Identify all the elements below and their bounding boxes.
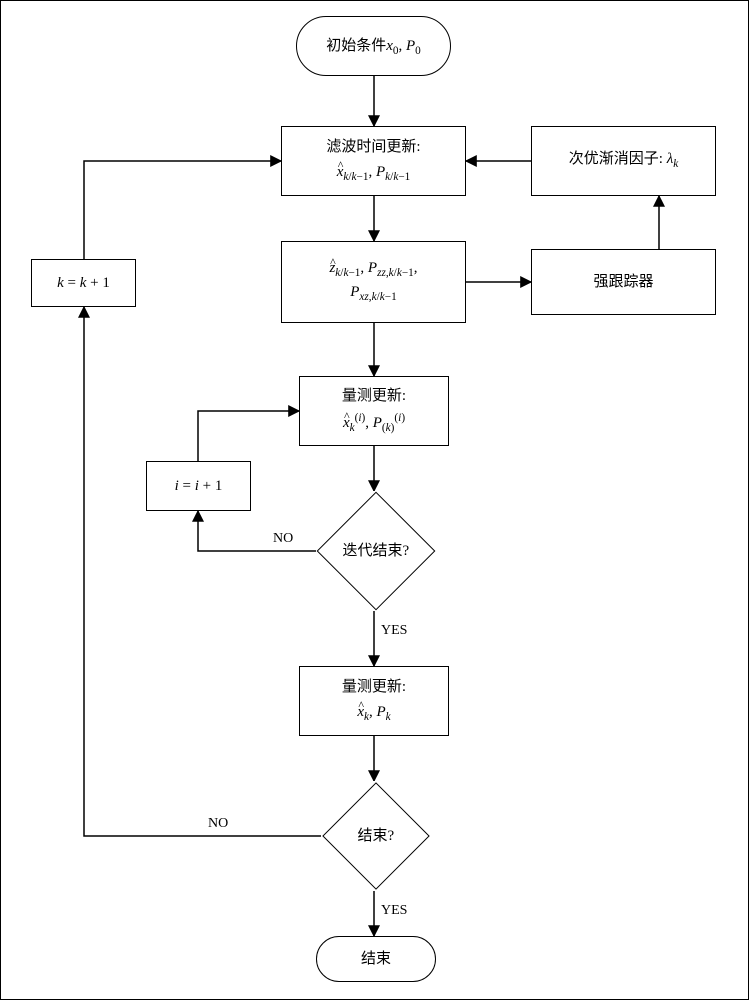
node-meas_update_i: 量测更新: xk(i), P(k)(i) [299, 376, 449, 446]
edge-label-no2: NO [206, 816, 230, 832]
node-formula-start: x0, P0 [386, 36, 421, 60]
node-title-start: 初始条件 [326, 36, 386, 57]
diamond-end_q: 结束? [322, 782, 429, 889]
node-formula-meas_update_i: xk(i), P(k)(i) [343, 411, 405, 437]
edge-label-yes2: YES [379, 903, 409, 919]
edge-11 [198, 411, 299, 461]
node-time_update: 滤波时间更新: xk/k−1, Pk/k−1 [281, 126, 466, 196]
node-text-end_q: 结束? [358, 825, 395, 846]
edge-13 [84, 161, 281, 259]
edge-label-yes1: YES [379, 623, 409, 639]
node-formula-tracker: 强跟踪器 [593, 272, 653, 293]
edge-10 [198, 511, 316, 551]
node-inc_k: k = k + 1 [31, 259, 136, 307]
edge-12 [84, 307, 321, 836]
node-end: 结束 [316, 936, 436, 982]
node-tracker: 强跟踪器 [531, 249, 716, 315]
edge-label-no1: NO [271, 531, 295, 547]
node-text-iter_done: 迭代结束? [343, 540, 410, 561]
node-formula-meas_update_k: xk, Pk [357, 702, 390, 726]
node-title-time_update: 滤波时间更新: [326, 137, 420, 158]
node-inc_i: i = i + 1 [146, 461, 251, 511]
node-formula-predict_cov: zk/k−1, Pzz,k/k−1,Pxz,k/k−1 [329, 258, 417, 306]
node-formula-inc_k: k = k + 1 [57, 273, 110, 294]
diamond-iter_done: 迭代结束? [317, 492, 436, 611]
node-formula-end: 结束 [361, 949, 391, 970]
node-formula-factor: 次优渐消因子: λk [569, 149, 678, 173]
node-iter_done: 迭代结束? [316, 491, 436, 611]
node-end_q: 结束? [321, 781, 431, 891]
node-formula-inc_i: i = i + 1 [175, 476, 223, 497]
node-title-meas_update_i: 量测更新: [342, 386, 406, 407]
node-title-meas_update_k: 量测更新: [342, 677, 406, 698]
node-meas_update_k: 量测更新: xk, Pk [299, 666, 449, 736]
node-start: 初始条件x0, P0 [296, 16, 451, 76]
node-factor: 次优渐消因子: λk [531, 126, 716, 196]
node-predict_cov: zk/k−1, Pzz,k/k−1,Pxz,k/k−1 [281, 241, 466, 323]
node-formula-time_update: xk/k−1, Pk/k−1 [337, 162, 411, 186]
